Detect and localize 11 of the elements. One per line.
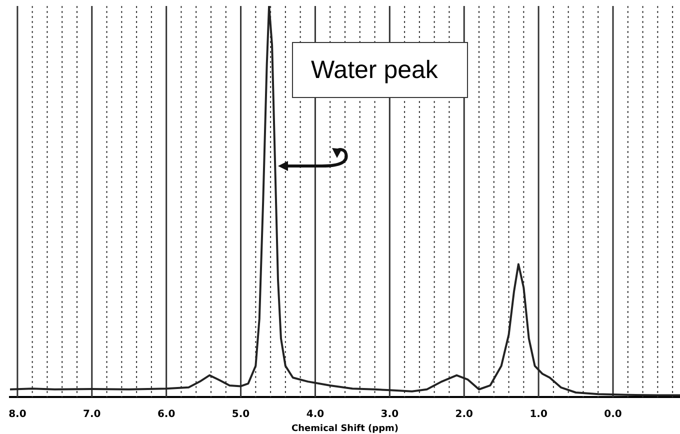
x-tick-label: 2.0: [455, 408, 474, 420]
x-tick-label: 5.0: [232, 408, 250, 420]
x-tick-label: 7.0: [83, 408, 101, 420]
x-tick-label: 8.0: [8, 408, 26, 420]
x-axis-title: Chemical Shift (ppm): [291, 424, 399, 434]
x-tick-label: 6.0: [157, 408, 176, 420]
x-tick-label: 0.0: [604, 408, 622, 420]
x-tick-label: 4.0: [306, 408, 324, 420]
x-tick-label: 1.0: [530, 408, 548, 420]
annotation: Water peak: [292, 42, 468, 98]
x-tick-label: 3.0: [380, 408, 399, 420]
